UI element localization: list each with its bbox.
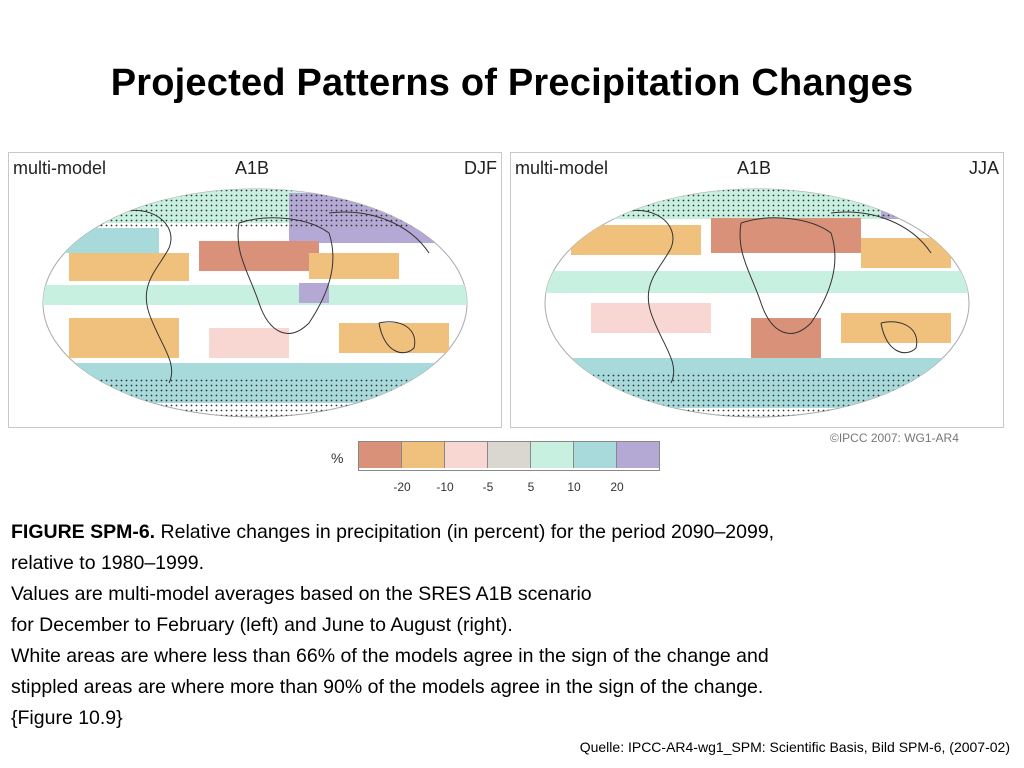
legend-swatch (445, 442, 488, 468)
page-title: Projected Patterns of Precipitation Chan… (110, 62, 914, 104)
caption-line-5: White areas are where less than 66% of t… (11, 645, 769, 667)
legend-tick-label: -10 (436, 480, 454, 494)
map-djf-season-label: DJF (464, 158, 497, 178)
legend-unit-label: % (331, 450, 344, 466)
map-jja-model-label: multi-model (515, 158, 609, 178)
caption-figure-label: FIGURE SPM-6. (11, 521, 156, 543)
map-jja-image (544, 188, 970, 418)
legend-tick-label: 5 (527, 480, 535, 494)
caption-line-1: FIGURE SPM-6. Relative changes in precip… (11, 517, 1016, 548)
map-panel-jja: multi-model A1B JJA (510, 152, 1004, 428)
legend-swatch (488, 442, 531, 468)
caption-line-4: for December to February (left) and June… (11, 614, 513, 636)
legend-swatch (402, 442, 445, 468)
legend-swatch (574, 442, 617, 468)
legend-swatch (617, 442, 659, 468)
legend-swatch (359, 442, 402, 468)
legend-tick-label: -20 (393, 480, 411, 494)
caption-line-7: {Figure 10.9} (11, 707, 123, 729)
map-djf-image (42, 188, 468, 418)
map-jja-scenario-label: A1B (737, 158, 772, 178)
color-legend (358, 441, 660, 471)
source-citation: Quelle: IPCC-AR4-wg1_SPM: Scientific Bas… (579, 739, 1010, 755)
legend-tick-label: -5 (482, 480, 494, 494)
legend-tick-label: 10 (567, 480, 581, 494)
caption-line-6: stippled areas are where more than 90% o… (11, 676, 764, 698)
map-djf-model-label: multi-model (13, 158, 107, 178)
map-djf-scenario-label: A1B (235, 158, 270, 178)
caption-line-2: relative to 1980–1999. (11, 552, 204, 574)
ipcc-watermark: ©IPCC 2007: WG1-AR4 (830, 431, 959, 445)
caption-line-1-text: Relative changes in precipitation (in pe… (155, 521, 775, 543)
caption-line-3: Values are multi-model averages based on… (11, 583, 592, 605)
map-jja-season-label: JJA (968, 158, 999, 178)
map-panel-djf: multi-model A1B DJF (8, 152, 502, 428)
figure-caption: FIGURE SPM-6. Relative changes in precip… (11, 517, 1016, 734)
legend-swatch (531, 442, 574, 468)
legend-tick-label: 20 (610, 480, 624, 494)
